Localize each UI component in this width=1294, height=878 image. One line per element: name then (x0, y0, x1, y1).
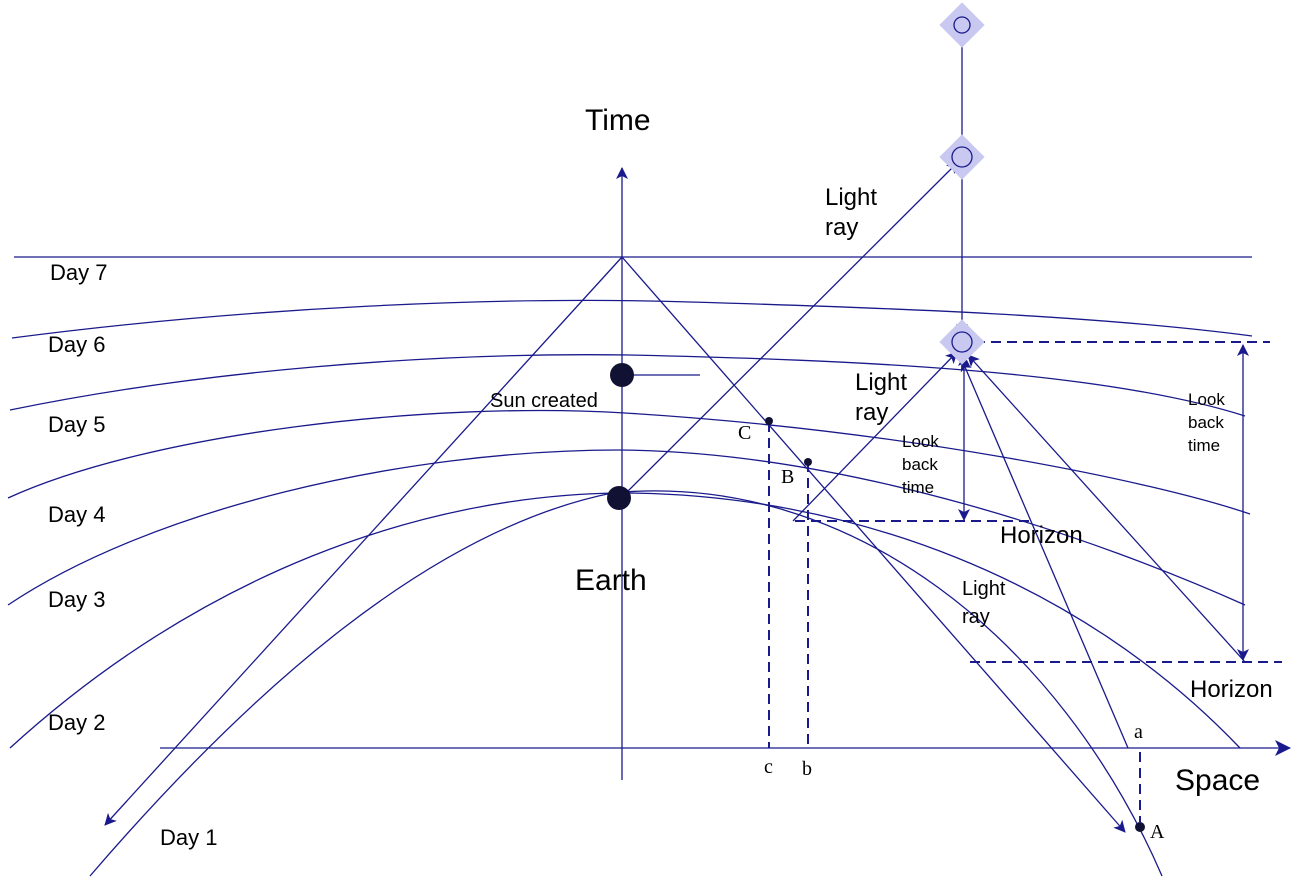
point-B-label: B (781, 466, 794, 488)
light-ray-label-low-2: ray (962, 606, 990, 628)
look-back-label-outer-1: Look (1188, 390, 1225, 409)
light-ray-label-mid-2: ray (855, 399, 888, 426)
star-icon-top (939, 2, 985, 48)
day-label-3: Day 3 (48, 587, 105, 612)
look-back-label-outer-3: time (1188, 436, 1220, 455)
day-4-curve (7, 409, 1251, 515)
sun-marker (610, 363, 634, 387)
light-ray-lower-right (967, 354, 1246, 663)
look-back-label-inner-3: time (902, 478, 934, 497)
light-cone-left (104, 256, 623, 826)
light-ray-lower-left (960, 359, 1129, 749)
point-A-marker (1135, 822, 1145, 832)
light-ray-label-low-1: Light (962, 578, 1006, 600)
sun-created-label: Sun created (490, 390, 598, 412)
light-ray-label-mid-1: Light (855, 369, 907, 396)
space-axis-label: Space (1175, 764, 1260, 797)
day-5-curve (9, 354, 1246, 417)
earth-label: Earth (575, 564, 647, 597)
light-cone-right (621, 256, 1126, 833)
look-back-label-outer-2: back (1188, 413, 1224, 432)
horizon-label-inner: Horizon (1000, 522, 1083, 549)
day-label-6: Day 6 (48, 332, 105, 357)
point-c-label: c (764, 756, 773, 778)
point-C-label: C (738, 422, 751, 444)
horizon-label-outer: Horizon (1190, 676, 1273, 703)
day-label-7: Day 7 (50, 260, 107, 285)
day-label-4: Day 4 (48, 502, 105, 527)
star-icon-middle (939, 134, 985, 180)
point-B-marker (804, 458, 812, 466)
point-A-label: A (1150, 821, 1165, 843)
look-back-label-inner-2: back (902, 455, 938, 474)
day-label-5: Day 5 (48, 412, 105, 437)
look-back-label-inner-1: Look (902, 432, 939, 451)
earth-marker (607, 486, 631, 510)
light-ray-label-top-1: Light (825, 184, 877, 211)
point-a-label: a (1134, 721, 1143, 743)
day-3-curve (7, 449, 1246, 606)
point-b-label: b (802, 758, 812, 780)
day-label-1: Day 1 (160, 825, 217, 850)
light-ray-horizon-to-star (792, 351, 958, 522)
light-ray-earth-to-star (621, 161, 959, 498)
star-icon-day6 (939, 319, 985, 365)
time-axis-label: Time (585, 104, 651, 137)
day-label-2: Day 2 (48, 710, 105, 735)
light-ray-label-top-2: ray (825, 214, 858, 241)
point-C-marker (765, 417, 773, 425)
day-6-curve (11, 299, 1253, 339)
